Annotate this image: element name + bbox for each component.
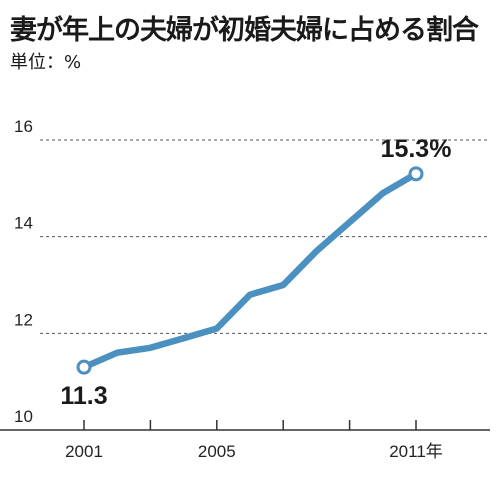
data-point-2001 [76,359,92,375]
x-tick-label-2011: 2011年 [389,442,443,461]
series-line [80,170,420,371]
grid-lines [0,139,490,431]
x-axis-ticks: 2001 2005 2011年 [65,420,443,461]
y-tick-labels: 10 12 14 16 [14,117,33,426]
data-labels: 11.3 15.3% [60,135,451,410]
data-label-2011: 15.3% [381,135,452,163]
chart-title: 妻が年上の夫婦が初婚夫婦に占める割合 [10,15,479,46]
x-tick-label-2001: 2001 [65,442,103,461]
y-tick-label-16: 16 [14,117,33,136]
series-line-group [76,166,424,375]
data-label-2001: 11.3 [60,382,107,410]
y-tick-label-10: 10 [14,407,33,426]
unit-label: 単位：% [10,52,82,73]
y-tick-label-14: 14 [14,214,33,233]
x-tick-label-2005: 2005 [198,442,236,461]
y-tick-label-12: 12 [14,310,33,329]
data-point-2011 [408,166,424,182]
